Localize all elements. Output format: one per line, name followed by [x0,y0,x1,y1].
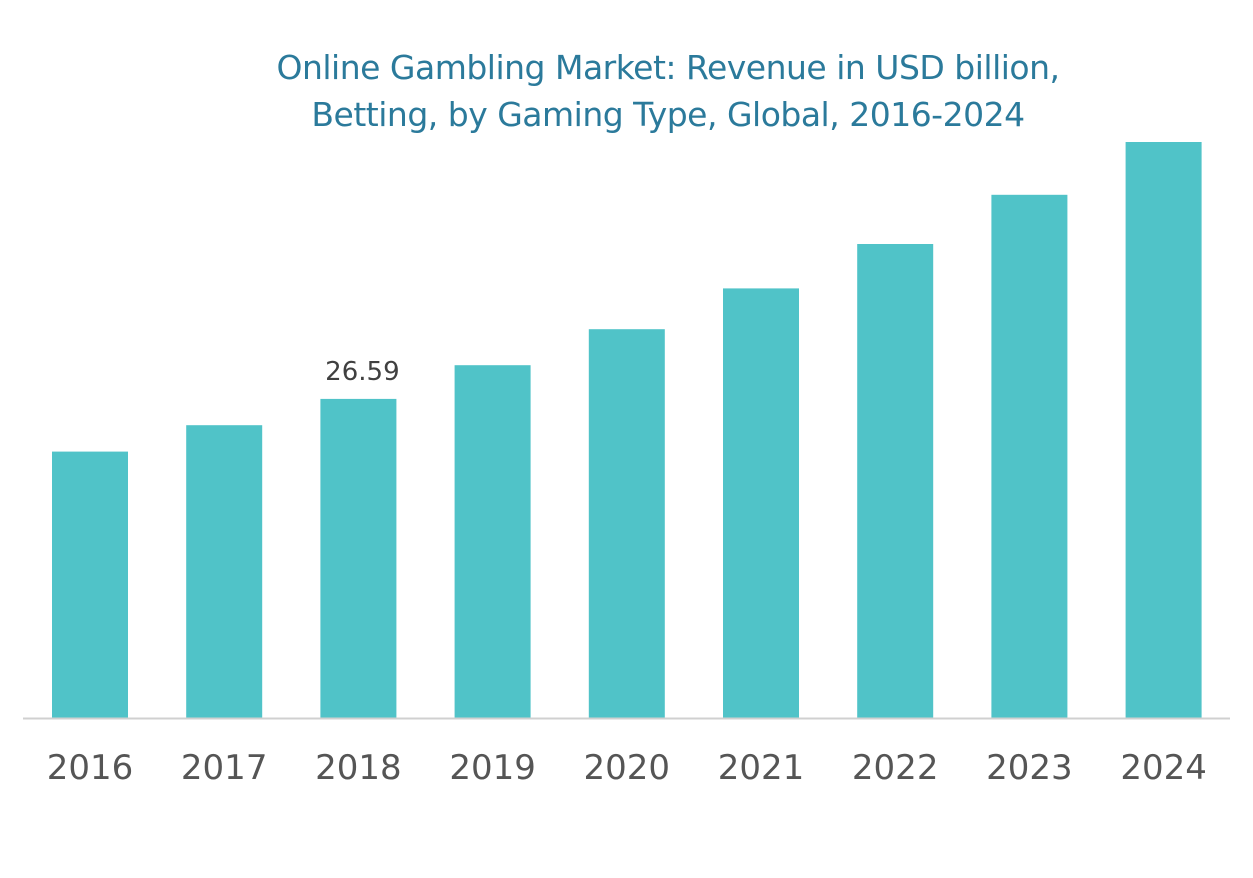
bars-group [52,142,1202,719]
data-label-2018: 26.59 [325,357,399,387]
bar-2016 [52,451,128,718]
x-tick-label-2016: 2016 [47,748,134,788]
x-tick-labels: 2016 2017 2018 2019 2020 2021 2022 2023 2024 [47,748,1207,788]
x-tick-label-2022: 2022 [852,748,939,788]
bar-2022 [857,244,934,718]
x-tick-label-2017: 2017 [181,748,268,788]
bar-2017 [186,425,263,718]
chart-title-line-2: Betting, by Gaming Type, Global, 2016-20… [311,95,1025,134]
bar-2019 [454,365,531,718]
x-tick-label-2020: 2020 [584,748,671,788]
chart-title-line-1: Online Gambling Market: Revenue in USD b… [276,48,1060,87]
x-tick-label-2021: 2021 [718,748,805,788]
bar-2021 [723,288,799,718]
data-labels: 26.59 [325,357,399,387]
x-tick-label-2024: 2024 [1120,748,1207,788]
bar-2018 [320,398,397,718]
bar-2023 [991,194,1068,719]
x-tick-label-2019: 2019 [449,748,536,788]
x-tick-label-2018: 2018 [315,748,402,788]
x-tick-label-2023: 2023 [986,748,1073,788]
bar-2024 [1125,142,1202,718]
chart-title: Online Gambling Market: Revenue in USD b… [0,44,1253,138]
bar-2020 [588,329,665,718]
